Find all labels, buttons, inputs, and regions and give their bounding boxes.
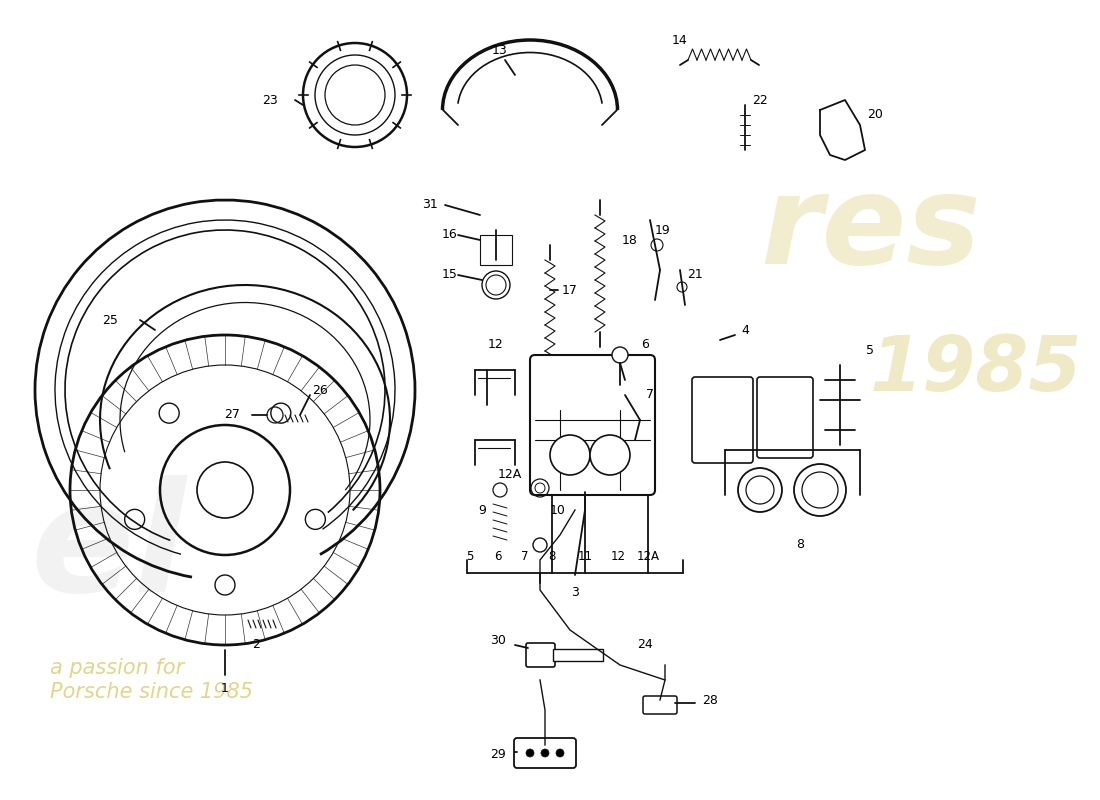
- Circle shape: [590, 435, 630, 475]
- FancyBboxPatch shape: [526, 643, 556, 667]
- FancyBboxPatch shape: [757, 377, 813, 458]
- Text: 10: 10: [550, 503, 565, 517]
- FancyBboxPatch shape: [644, 696, 676, 714]
- Text: 4: 4: [741, 323, 749, 337]
- Text: 6: 6: [494, 550, 502, 563]
- Text: 18: 18: [623, 234, 638, 246]
- Text: 21: 21: [688, 269, 703, 282]
- Text: 12: 12: [488, 338, 504, 351]
- Text: 24: 24: [637, 638, 653, 651]
- Text: 1985: 1985: [870, 333, 1082, 407]
- Text: 11: 11: [578, 550, 593, 563]
- Circle shape: [794, 464, 846, 516]
- Text: a passion for
Porsche since 1985: a passion for Porsche since 1985: [50, 658, 253, 702]
- Circle shape: [534, 538, 547, 552]
- Text: 12A: 12A: [498, 469, 522, 482]
- Text: 29: 29: [491, 749, 506, 762]
- Text: 5: 5: [866, 343, 874, 357]
- Text: 23: 23: [262, 94, 278, 106]
- Text: 7: 7: [521, 550, 529, 563]
- Text: 8: 8: [548, 550, 556, 563]
- Circle shape: [526, 749, 534, 757]
- Text: 26: 26: [312, 383, 328, 397]
- Text: 7: 7: [646, 389, 654, 402]
- Text: 8: 8: [796, 538, 804, 551]
- Text: 27: 27: [224, 409, 240, 422]
- Circle shape: [738, 468, 782, 512]
- Bar: [553, 649, 603, 661]
- Text: 25: 25: [102, 314, 118, 326]
- Text: 12A: 12A: [637, 550, 660, 563]
- Circle shape: [541, 749, 549, 757]
- Text: 20: 20: [867, 109, 883, 122]
- Text: el: el: [30, 475, 186, 625]
- FancyBboxPatch shape: [692, 377, 754, 463]
- FancyBboxPatch shape: [514, 738, 576, 768]
- Text: 16: 16: [442, 229, 458, 242]
- Circle shape: [612, 347, 628, 363]
- Text: 31: 31: [422, 198, 438, 211]
- Text: 5: 5: [466, 550, 474, 563]
- Text: res: res: [760, 170, 981, 290]
- Text: 6: 6: [641, 338, 649, 351]
- Circle shape: [556, 749, 564, 757]
- Text: 3: 3: [571, 586, 579, 599]
- Bar: [480, 235, 512, 265]
- Text: 2: 2: [252, 638, 260, 651]
- Text: 17: 17: [562, 283, 578, 297]
- Circle shape: [550, 435, 590, 475]
- Text: 28: 28: [702, 694, 718, 706]
- Text: 30: 30: [491, 634, 506, 646]
- Text: 1: 1: [221, 682, 229, 694]
- FancyBboxPatch shape: [530, 355, 654, 495]
- Text: 19: 19: [656, 223, 671, 237]
- Text: 15: 15: [442, 269, 458, 282]
- Text: 14: 14: [672, 34, 688, 46]
- Text: 13: 13: [492, 43, 508, 57]
- Text: 12: 12: [610, 550, 626, 563]
- Text: 9: 9: [478, 503, 486, 517]
- Text: 22: 22: [752, 94, 768, 106]
